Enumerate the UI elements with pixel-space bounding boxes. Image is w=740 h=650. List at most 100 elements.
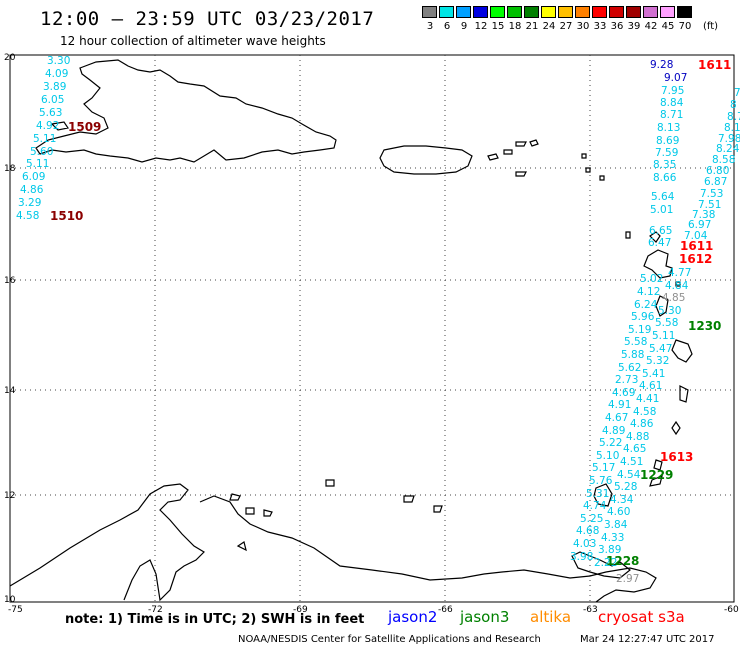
wave-height-value: 8.71 — [660, 109, 683, 121]
wave-height-value: 4.68 — [576, 525, 599, 537]
wave-height-value: 5.88 — [621, 349, 644, 361]
wave-height-value: 4.34 — [610, 494, 634, 506]
sat-altika: altika — [530, 608, 572, 626]
wave-height-value: 5.58 — [655, 317, 678, 329]
wave-height-value: 8.7 — [727, 111, 740, 123]
gonave-island — [50, 121, 69, 131]
wave-height-value: 5.17 — [592, 462, 615, 474]
pass-time-label: 1229 — [640, 468, 673, 482]
axis-labels: -75 -72 -69 -66 -63 -60 20 18 16 14 12 10 — [4, 53, 739, 615]
wave-height-value: 6.97 — [688, 219, 711, 231]
pass-time-label: 1510 — [50, 209, 83, 223]
legend-label: 12 — [474, 21, 488, 32]
wave-height-value: 3.30 — [47, 55, 70, 67]
legend-swatch — [558, 6, 573, 18]
guadeloupe-coast — [643, 249, 673, 279]
wave-height-value: 4.67 — [605, 412, 628, 424]
st-lucia-coast — [679, 385, 689, 403]
longitude-label: -60 — [724, 605, 739, 615]
legend-label: 30 — [576, 21, 590, 32]
wave-height-value: 2.97 — [616, 573, 639, 585]
pass-time-label: 1611 — [698, 58, 731, 72]
wave-height-value: 4.86 — [20, 184, 44, 196]
dominica-coast — [655, 295, 669, 317]
legend-label: 39 — [627, 21, 641, 32]
wave-height-value: 4.88 — [626, 431, 649, 443]
legend-swatch — [660, 6, 675, 18]
wave-height-value: 5.76 — [589, 475, 613, 487]
wave-height-value: 4.92 — [36, 120, 59, 132]
wave-height-value: 7.59 — [655, 147, 678, 159]
wave-height-value: 6.80 — [706, 165, 729, 177]
wave-height-value: 7.38 — [692, 209, 715, 221]
legend-swatch — [677, 6, 692, 18]
legend-swatch — [473, 6, 488, 18]
legend-label: 18 — [508, 21, 522, 32]
wave-height-value: 6.87 — [704, 176, 727, 188]
latitude-label: 14 — [4, 386, 16, 396]
wave-height-value: 6.24 — [634, 299, 658, 311]
sat-jason3: jason3 — [460, 608, 510, 626]
wave-height-value: 6.65 — [649, 225, 672, 237]
coastlines — [9, 59, 693, 603]
pass-time-label: 1509 — [68, 120, 101, 134]
wave-height-value: 4.89 — [602, 425, 625, 437]
wave-height-value: 8.35 — [653, 159, 676, 171]
wave-height-value: 5.19 — [628, 324, 651, 336]
wave-height-value: 8.13 — [657, 122, 680, 134]
legend-swatch — [626, 6, 641, 18]
map-title: 12:00 – 23:59 UTC 03/23/2017 — [40, 8, 375, 30]
latitude-label: 16 — [4, 276, 16, 286]
wave-height-value: 6.09 — [22, 171, 45, 183]
wave-height-value: 8.69 — [656, 135, 679, 147]
legend-label: 6 — [443, 21, 451, 32]
puerto-rico-coast — [379, 145, 473, 175]
observation-labels: 3.304.093.896.055.634.925.116.094.863.29… — [16, 55, 740, 585]
wave-height-value: 4.58 — [633, 406, 656, 418]
wave-height-value: 4.77 — [668, 267, 691, 279]
wave-height-value: 4.41 — [636, 393, 659, 405]
wave-height-value: 4.60 — [607, 506, 630, 518]
units-note: note: 1) Time is in UTC; 2) SWH is in fe… — [65, 612, 365, 627]
wave-height-value: 7.53 — [700, 188, 723, 200]
wave-height-value: 5.02 — [640, 273, 663, 285]
wave-height-value: 3.89 — [598, 544, 621, 556]
wave-height-value: 8.24 — [716, 143, 740, 155]
longitude-label: -72 — [148, 605, 163, 615]
wave-height-value: 4.51 — [620, 456, 643, 468]
wave-height-value: 4.09 — [45, 68, 68, 80]
wave-height-value: 4.84 — [665, 280, 689, 292]
legend-swatch — [439, 6, 454, 18]
sat-jason2: jason2 — [388, 608, 438, 626]
legend-label: 15 — [491, 21, 505, 32]
legend-label: 45 — [661, 21, 675, 32]
legend-swatch — [575, 6, 590, 18]
wave-height-value: 5.47 — [649, 343, 672, 355]
legend-label: 42 — [644, 21, 658, 32]
pass-time-label: 1613 — [660, 450, 693, 464]
wave-height-value: 7.04 — [684, 230, 708, 242]
martinique-coast — [671, 339, 693, 363]
grenada-coast — [653, 459, 663, 471]
legend-label: 27 — [559, 21, 573, 32]
legend-label: 3 — [426, 21, 434, 32]
timestamp: Mar 24 12:27:47 UTC 2017 — [580, 634, 715, 645]
legend-unit: (ft) — [703, 21, 719, 32]
pass-time-label: 1228 — [606, 554, 639, 568]
south-america-coast — [9, 483, 657, 603]
wave-height-value: 4.91 — [608, 399, 631, 411]
wave-height-value: 5.60 — [30, 146, 53, 158]
wave-height-value: 4.54 — [617, 469, 641, 481]
wave-height-value: 5.64 — [651, 191, 675, 203]
wave-height-value: 5.22 — [599, 437, 622, 449]
latitude-label: 12 — [4, 491, 15, 501]
legend-label: 9 — [460, 21, 468, 32]
legend-label: 33 — [593, 21, 607, 32]
wave-height-value: 8.66 — [653, 172, 677, 184]
pass-time-label: 1230 — [688, 319, 721, 333]
wave-height-value: 8.1 — [724, 122, 740, 134]
longitude-label: -69 — [293, 605, 308, 615]
wave-height-value: 5.32 — [646, 355, 669, 367]
wave-height-value: 5.31 — [586, 488, 609, 500]
